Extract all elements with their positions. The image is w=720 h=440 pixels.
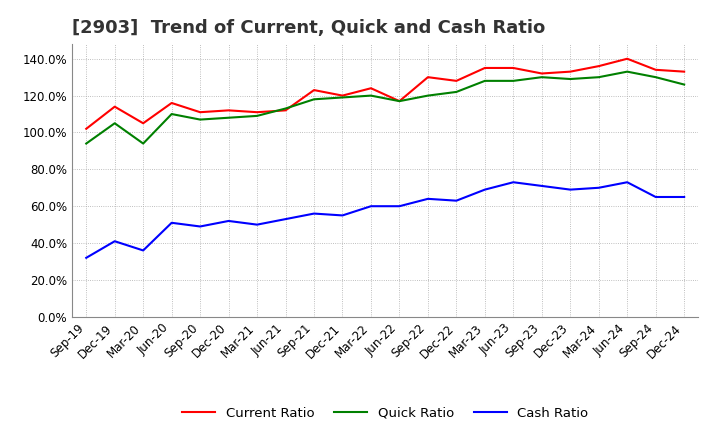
Current Ratio [509, 65, 518, 70]
Current Ratio [452, 78, 461, 84]
Quick Ratio [595, 74, 603, 80]
Current Ratio [366, 86, 375, 91]
Current Ratio [623, 56, 631, 62]
Cash Ratio [509, 180, 518, 185]
Quick Ratio [566, 77, 575, 82]
Quick Ratio [282, 106, 290, 111]
Line: Quick Ratio: Quick Ratio [86, 72, 684, 143]
Line: Current Ratio: Current Ratio [86, 59, 684, 129]
Current Ratio [566, 69, 575, 74]
Cash Ratio [537, 183, 546, 189]
Quick Ratio [225, 115, 233, 121]
Quick Ratio [366, 93, 375, 98]
Current Ratio [595, 63, 603, 69]
Quick Ratio [310, 97, 318, 102]
Current Ratio [225, 108, 233, 113]
Current Ratio [395, 99, 404, 104]
Current Ratio [82, 126, 91, 132]
Cash Ratio [366, 204, 375, 209]
Cash Ratio [652, 194, 660, 200]
Current Ratio [423, 74, 432, 80]
Current Ratio [167, 100, 176, 106]
Cash Ratio [253, 222, 261, 227]
Cash Ratio [282, 216, 290, 222]
Quick Ratio [139, 141, 148, 146]
Legend: Current Ratio, Quick Ratio, Cash Ratio: Current Ratio, Quick Ratio, Cash Ratio [177, 401, 593, 425]
Text: [2903]  Trend of Current, Quick and Cash Ratio: [2903] Trend of Current, Quick and Cash … [72, 19, 545, 37]
Cash Ratio [310, 211, 318, 216]
Cash Ratio [566, 187, 575, 192]
Cash Ratio [110, 238, 119, 244]
Current Ratio [139, 121, 148, 126]
Quick Ratio [480, 78, 489, 84]
Cash Ratio [196, 224, 204, 229]
Line: Cash Ratio: Cash Ratio [86, 182, 684, 258]
Quick Ratio [196, 117, 204, 122]
Quick Ratio [423, 93, 432, 98]
Quick Ratio [652, 74, 660, 80]
Current Ratio [282, 108, 290, 113]
Quick Ratio [338, 95, 347, 100]
Cash Ratio [680, 194, 688, 200]
Current Ratio [253, 110, 261, 115]
Cash Ratio [395, 204, 404, 209]
Quick Ratio [82, 141, 91, 146]
Current Ratio [338, 93, 347, 98]
Cash Ratio [82, 255, 91, 260]
Quick Ratio [253, 113, 261, 118]
Current Ratio [537, 71, 546, 76]
Cash Ratio [595, 185, 603, 191]
Cash Ratio [225, 218, 233, 224]
Cash Ratio [452, 198, 461, 203]
Quick Ratio [623, 69, 631, 74]
Current Ratio [310, 88, 318, 93]
Quick Ratio [452, 89, 461, 95]
Quick Ratio [537, 74, 546, 80]
Cash Ratio [139, 248, 148, 253]
Current Ratio [680, 69, 688, 74]
Cash Ratio [623, 180, 631, 185]
Quick Ratio [110, 121, 119, 126]
Current Ratio [196, 110, 204, 115]
Current Ratio [110, 104, 119, 109]
Quick Ratio [167, 111, 176, 117]
Cash Ratio [338, 213, 347, 218]
Cash Ratio [167, 220, 176, 225]
Current Ratio [480, 65, 489, 70]
Cash Ratio [480, 187, 489, 192]
Quick Ratio [680, 82, 688, 87]
Cash Ratio [423, 196, 432, 202]
Current Ratio [652, 67, 660, 73]
Quick Ratio [509, 78, 518, 84]
Quick Ratio [395, 99, 404, 104]
